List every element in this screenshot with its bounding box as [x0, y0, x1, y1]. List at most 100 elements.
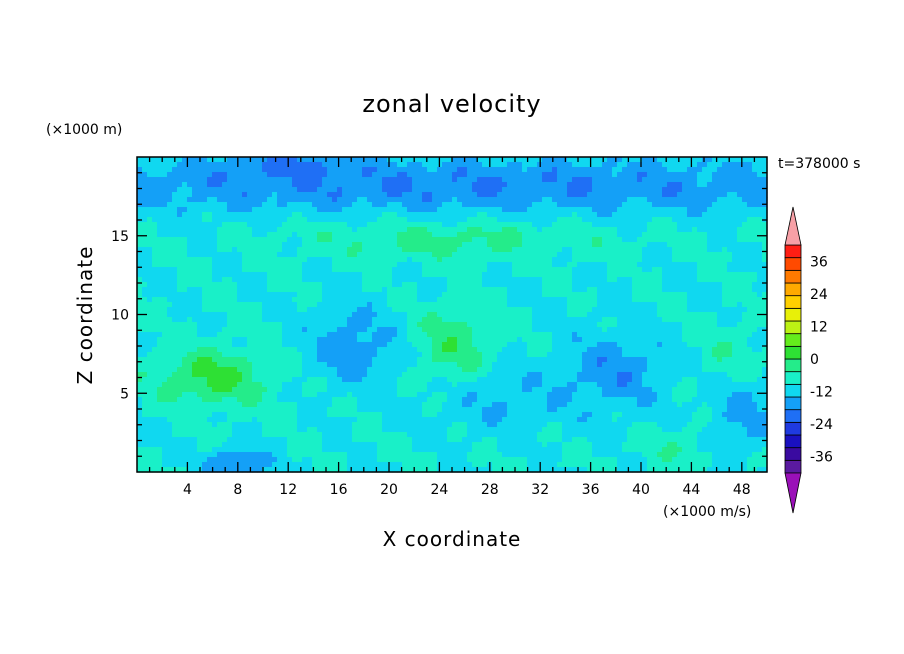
heatmap-cell: [522, 187, 528, 193]
heatmap-cell: [617, 317, 623, 323]
heatmap-cell: [562, 312, 568, 318]
heatmap-cell: [277, 277, 283, 283]
heatmap-cell: [492, 287, 498, 293]
heatmap-cell: [662, 282, 668, 288]
heatmap-cell: [747, 187, 753, 193]
heatmap-cell: [747, 167, 753, 173]
heatmap-cell: [392, 307, 398, 313]
heatmap-cell: [417, 187, 423, 193]
heatmap-cell: [247, 302, 253, 308]
heatmap-cell: [357, 317, 363, 323]
heatmap-cell: [692, 192, 698, 198]
heatmap-cell: [247, 257, 253, 263]
heatmap-cell: [512, 272, 518, 278]
heatmap-cell: [212, 232, 218, 238]
heatmap-cell: [227, 282, 233, 288]
heatmap-cell: [697, 247, 703, 253]
heatmap-cell: [757, 237, 763, 243]
heatmap-cell: [472, 187, 478, 193]
heatmap-cell: [182, 292, 188, 298]
heatmap-cell: [272, 177, 278, 183]
heatmap-cell: [617, 242, 623, 248]
heatmap-cell: [367, 177, 373, 183]
heatmap-cell: [727, 277, 733, 283]
heatmap-cell: [637, 307, 643, 313]
heatmap-cell: [487, 252, 493, 258]
heatmap-cell: [662, 222, 668, 228]
heatmap-cell: [622, 232, 628, 238]
heatmap-cell: [737, 237, 743, 243]
heatmap-cell: [577, 297, 583, 303]
heatmap-cell: [597, 167, 603, 173]
heatmap-cell: [217, 222, 223, 228]
heatmap-cell: [747, 317, 753, 323]
heatmap-cell: [702, 272, 708, 278]
heatmap-cell: [542, 337, 548, 343]
heatmap-cell: [727, 347, 733, 353]
heatmap-cell: [717, 192, 723, 198]
heatmap-cell: [417, 287, 423, 293]
heatmap-cell: [252, 227, 258, 233]
heatmap-cell: [287, 167, 293, 173]
heatmap-cell: [547, 302, 553, 308]
heatmap-cell: [667, 242, 673, 248]
heatmap-cell: [212, 157, 218, 163]
heatmap-cell: [162, 262, 168, 268]
heatmap-cell: [397, 337, 403, 343]
heatmap-cell: [387, 217, 393, 223]
heatmap-cell: [432, 162, 438, 168]
heatmap-cell: [437, 352, 443, 358]
heatmap-cell: [657, 177, 663, 183]
heatmap-cell: [692, 322, 698, 328]
heatmap-cell: [187, 347, 193, 353]
heatmap-cell: [752, 317, 758, 323]
heatmap-cell: [707, 302, 713, 308]
heatmap-cell: [302, 317, 308, 323]
heatmap-cell: [757, 272, 763, 278]
heatmap-cell: [662, 227, 668, 233]
heatmap-cell: [617, 162, 623, 168]
heatmap-cell: [422, 162, 428, 168]
heatmap-cell: [682, 337, 688, 343]
heatmap-cell: [437, 277, 443, 283]
heatmap-cell: [322, 302, 328, 308]
heatmap-cell: [712, 157, 718, 163]
heatmap-cell: [257, 182, 263, 188]
heatmap-cell: [687, 172, 693, 178]
heatmap-cell: [262, 337, 268, 343]
heatmap-cell: [637, 262, 643, 268]
heatmap-cell: [652, 257, 658, 263]
heatmap-cell: [282, 207, 288, 213]
heatmap-cell: [382, 242, 388, 248]
heatmap-cell: [727, 237, 733, 243]
heatmap-cell: [317, 312, 323, 318]
heatmap-cell: [517, 292, 523, 298]
heatmap-cell: [142, 272, 148, 278]
heatmap-cell: [617, 342, 623, 348]
heatmap-cell: [502, 187, 508, 193]
heatmap-cell: [332, 172, 338, 178]
heatmap-cell: [447, 197, 453, 203]
heatmap-cell: [252, 347, 258, 353]
heatmap-cell: [727, 337, 733, 343]
heatmap-cell: [662, 337, 668, 343]
heatmap-cell: [752, 312, 758, 318]
heatmap-cell: [212, 262, 218, 268]
heatmap-cell: [502, 352, 508, 358]
heatmap-cell: [332, 217, 338, 223]
heatmap-cell: [552, 262, 558, 268]
heatmap-cell: [292, 167, 298, 173]
heatmap-cell: [202, 337, 208, 343]
heatmap-cell: [597, 347, 603, 353]
heatmap-cell: [617, 227, 623, 233]
heatmap-cell: [347, 167, 353, 173]
heatmap-cell: [482, 317, 488, 323]
heatmap-cell: [742, 232, 748, 238]
heatmap-cell: [397, 222, 403, 228]
heatmap-cell: [487, 327, 493, 333]
heatmap-cell: [612, 172, 618, 178]
heatmap-cell: [317, 272, 323, 278]
heatmap-cell: [672, 207, 678, 213]
heatmap-cell: [747, 252, 753, 258]
heatmap-cell: [162, 327, 168, 333]
